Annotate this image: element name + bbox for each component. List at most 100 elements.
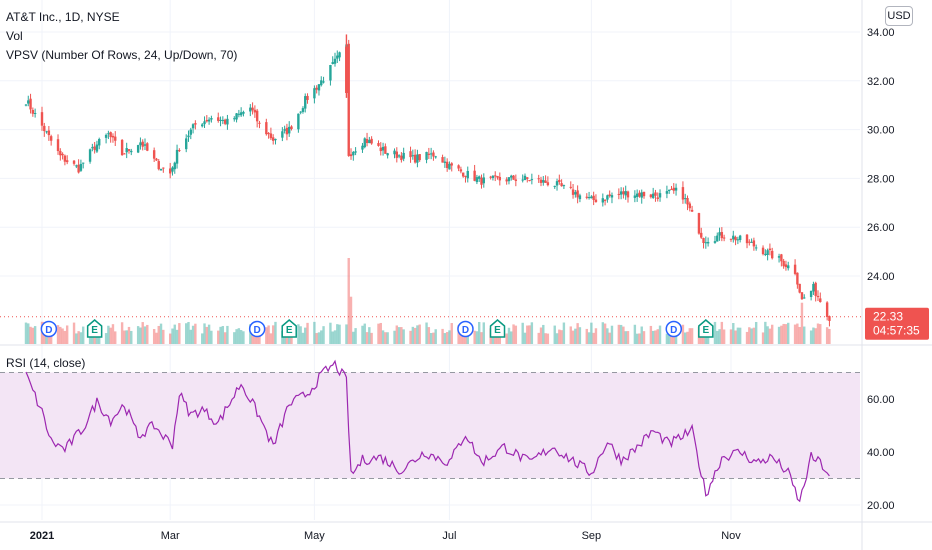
volume-bar bbox=[443, 333, 447, 344]
candle-body bbox=[345, 46, 348, 93]
volume-bar bbox=[251, 332, 254, 344]
rsi-legend[interactable]: RSI (14, close) bbox=[6, 356, 86, 370]
candle-body bbox=[413, 154, 417, 163]
candle-body bbox=[210, 118, 213, 120]
candle-body bbox=[205, 120, 209, 122]
candle-body bbox=[738, 235, 742, 240]
candle-body bbox=[578, 195, 582, 200]
volume-bar bbox=[171, 328, 174, 344]
volume-bar bbox=[111, 324, 115, 344]
volume-bar bbox=[205, 326, 209, 344]
candle-body bbox=[45, 131, 48, 133]
candle-body bbox=[702, 238, 705, 243]
volume-bar bbox=[127, 326, 131, 344]
volume-bar bbox=[255, 333, 259, 344]
candle-body bbox=[754, 247, 758, 249]
vpsv-legend[interactable]: VPSV (Number Of Rows, 24, Up/Down, 70) bbox=[6, 48, 238, 62]
volume-bar bbox=[658, 325, 662, 344]
volume-bar bbox=[349, 296, 353, 344]
volume-bar bbox=[528, 325, 531, 344]
volume-bar bbox=[347, 258, 350, 344]
candle-body bbox=[226, 118, 229, 125]
candle-body bbox=[77, 164, 80, 173]
volume-bar bbox=[63, 330, 67, 344]
volume-bar bbox=[684, 332, 687, 344]
candle-body bbox=[619, 191, 623, 195]
volume-bar bbox=[237, 328, 241, 344]
dividend-marker-icon[interactable] bbox=[457, 320, 474, 338]
candle-body bbox=[576, 190, 579, 198]
volume-bar bbox=[201, 333, 204, 344]
candle-body bbox=[507, 177, 511, 182]
candle-body bbox=[546, 182, 550, 186]
volume-bar bbox=[716, 330, 719, 344]
dividend-marker-icon[interactable] bbox=[40, 320, 58, 338]
volume-bar bbox=[610, 325, 614, 344]
volume-bar bbox=[686, 331, 689, 344]
price-tick-label: 28.00 bbox=[867, 173, 895, 185]
dividend-marker-icon[interactable] bbox=[665, 320, 683, 338]
candle-body bbox=[288, 126, 291, 134]
candle-body bbox=[734, 237, 737, 241]
dividend-marker-icon[interactable] bbox=[248, 320, 266, 338]
candle-body bbox=[626, 191, 630, 198]
candle-body bbox=[638, 192, 641, 197]
rsi-line bbox=[25, 359, 830, 503]
time-tick-label: 2021 bbox=[30, 530, 54, 542]
candle-body bbox=[285, 127, 289, 135]
candle-body bbox=[812, 283, 815, 292]
earnings-marker-icon[interactable] bbox=[281, 319, 297, 338]
volume-bar bbox=[594, 328, 598, 344]
candle-body bbox=[798, 283, 801, 293]
volume-bar bbox=[606, 328, 609, 344]
candle-body bbox=[141, 141, 144, 147]
volume-bar bbox=[56, 325, 60, 344]
volume-bar bbox=[729, 329, 733, 344]
volume-bar bbox=[283, 333, 286, 344]
candle-body bbox=[104, 134, 108, 138]
earnings-marker-icon[interactable] bbox=[86, 319, 103, 338]
candle-body bbox=[111, 135, 115, 138]
volume-bar bbox=[322, 326, 325, 344]
volume-bar bbox=[416, 325, 419, 344]
candle-body bbox=[201, 124, 204, 127]
candle-body bbox=[379, 147, 382, 152]
event-marker-letter: E bbox=[91, 325, 98, 336]
volume-bar bbox=[787, 322, 790, 344]
event-marker-letter: E bbox=[494, 325, 501, 336]
candle-body bbox=[322, 81, 325, 83]
symbol-title[interactable]: AT&T Inc., 1D, NYSE bbox=[6, 10, 120, 24]
candle-body bbox=[777, 256, 781, 258]
candle-body bbox=[601, 198, 605, 203]
candle-body bbox=[461, 172, 465, 177]
candle-body bbox=[592, 195, 595, 200]
candle-body bbox=[432, 152, 435, 157]
earnings-marker-icon[interactable] bbox=[489, 319, 506, 338]
volume-bar bbox=[370, 332, 373, 344]
candle-body bbox=[258, 122, 261, 124]
candle-body bbox=[269, 133, 273, 139]
candle-body bbox=[558, 179, 561, 183]
volume-bar bbox=[512, 324, 515, 344]
volume-bar bbox=[546, 333, 550, 344]
volume-bar bbox=[473, 330, 476, 344]
candle-body bbox=[93, 146, 96, 150]
candle-body bbox=[304, 96, 307, 109]
volume-bar bbox=[226, 325, 229, 344]
volume-bar bbox=[333, 330, 337, 344]
time-tick-label: Jul bbox=[442, 530, 456, 542]
volume-bar bbox=[654, 330, 657, 344]
candle-body bbox=[594, 199, 598, 202]
candle-body bbox=[88, 149, 92, 162]
candle-body bbox=[816, 295, 820, 298]
volume-bar bbox=[146, 324, 149, 344]
event-marker-letter: D bbox=[462, 325, 469, 336]
currency-button[interactable]: USD bbox=[885, 6, 913, 26]
earnings-marker-icon[interactable] bbox=[698, 319, 714, 338]
volume-bar bbox=[766, 326, 769, 344]
volume-bar bbox=[413, 327, 417, 344]
volume-legend[interactable]: Vol bbox=[6, 29, 23, 43]
candle-body bbox=[606, 195, 609, 200]
